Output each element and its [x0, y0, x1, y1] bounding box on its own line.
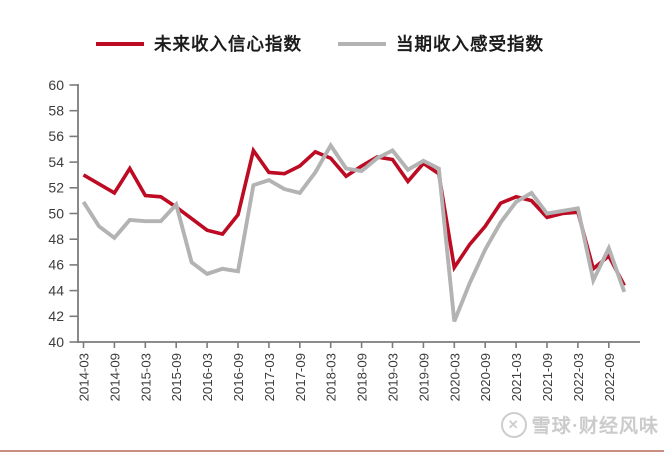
- svg-text:2014-09: 2014-09: [107, 353, 122, 401]
- svg-text:2022-03: 2022-03: [571, 353, 586, 401]
- svg-text:54: 54: [48, 154, 64, 170]
- svg-text:44: 44: [48, 282, 64, 298]
- svg-text:58: 58: [48, 103, 64, 119]
- svg-text:2016-03: 2016-03: [200, 353, 215, 401]
- svg-text:2018-09: 2018-09: [355, 353, 370, 401]
- svg-text:2022-09: 2022-09: [602, 353, 617, 401]
- svg-text:2015-09: 2015-09: [169, 353, 184, 401]
- svg-text:60: 60: [48, 77, 64, 93]
- svg-text:2014-03: 2014-03: [77, 353, 92, 401]
- svg-text:2020-03: 2020-03: [447, 353, 462, 401]
- svg-text:52: 52: [48, 180, 64, 196]
- svg-text:2021-09: 2021-09: [540, 353, 555, 401]
- svg-text:2015-03: 2015-03: [138, 353, 153, 401]
- svg-text:2017-03: 2017-03: [262, 353, 277, 401]
- legend-label-future: 未来收入信心指数: [154, 34, 302, 54]
- svg-text:48: 48: [48, 231, 64, 247]
- svg-text:40: 40: [48, 334, 64, 350]
- svg-text:42: 42: [48, 308, 64, 324]
- svg-text:2020-09: 2020-09: [478, 353, 493, 401]
- svg-text:2019-09: 2019-09: [416, 353, 431, 401]
- legend: 未来收入信心指数 当期收入感受指数: [0, 31, 652, 56]
- svg-text:2016-09: 2016-09: [231, 353, 246, 401]
- svg-text:56: 56: [48, 128, 64, 144]
- bottom-accent-line: [0, 450, 664, 452]
- legend-swatch-future: [96, 41, 144, 46]
- svg-text:46: 46: [48, 257, 64, 273]
- legend-item-current-income: 当期收入感受指数: [338, 31, 544, 56]
- legend-label-current: 当期收入感受指数: [396, 34, 544, 54]
- svg-text:2017-09: 2017-09: [293, 353, 308, 401]
- legend-item-future-income: 未来收入信心指数: [96, 31, 302, 56]
- svg-text:2018-03: 2018-03: [324, 353, 339, 401]
- legend-swatch-current: [338, 41, 386, 46]
- svg-text:2021-03: 2021-03: [509, 353, 524, 401]
- svg-text:2019-03: 2019-03: [386, 353, 401, 401]
- svg-text:50: 50: [48, 205, 64, 221]
